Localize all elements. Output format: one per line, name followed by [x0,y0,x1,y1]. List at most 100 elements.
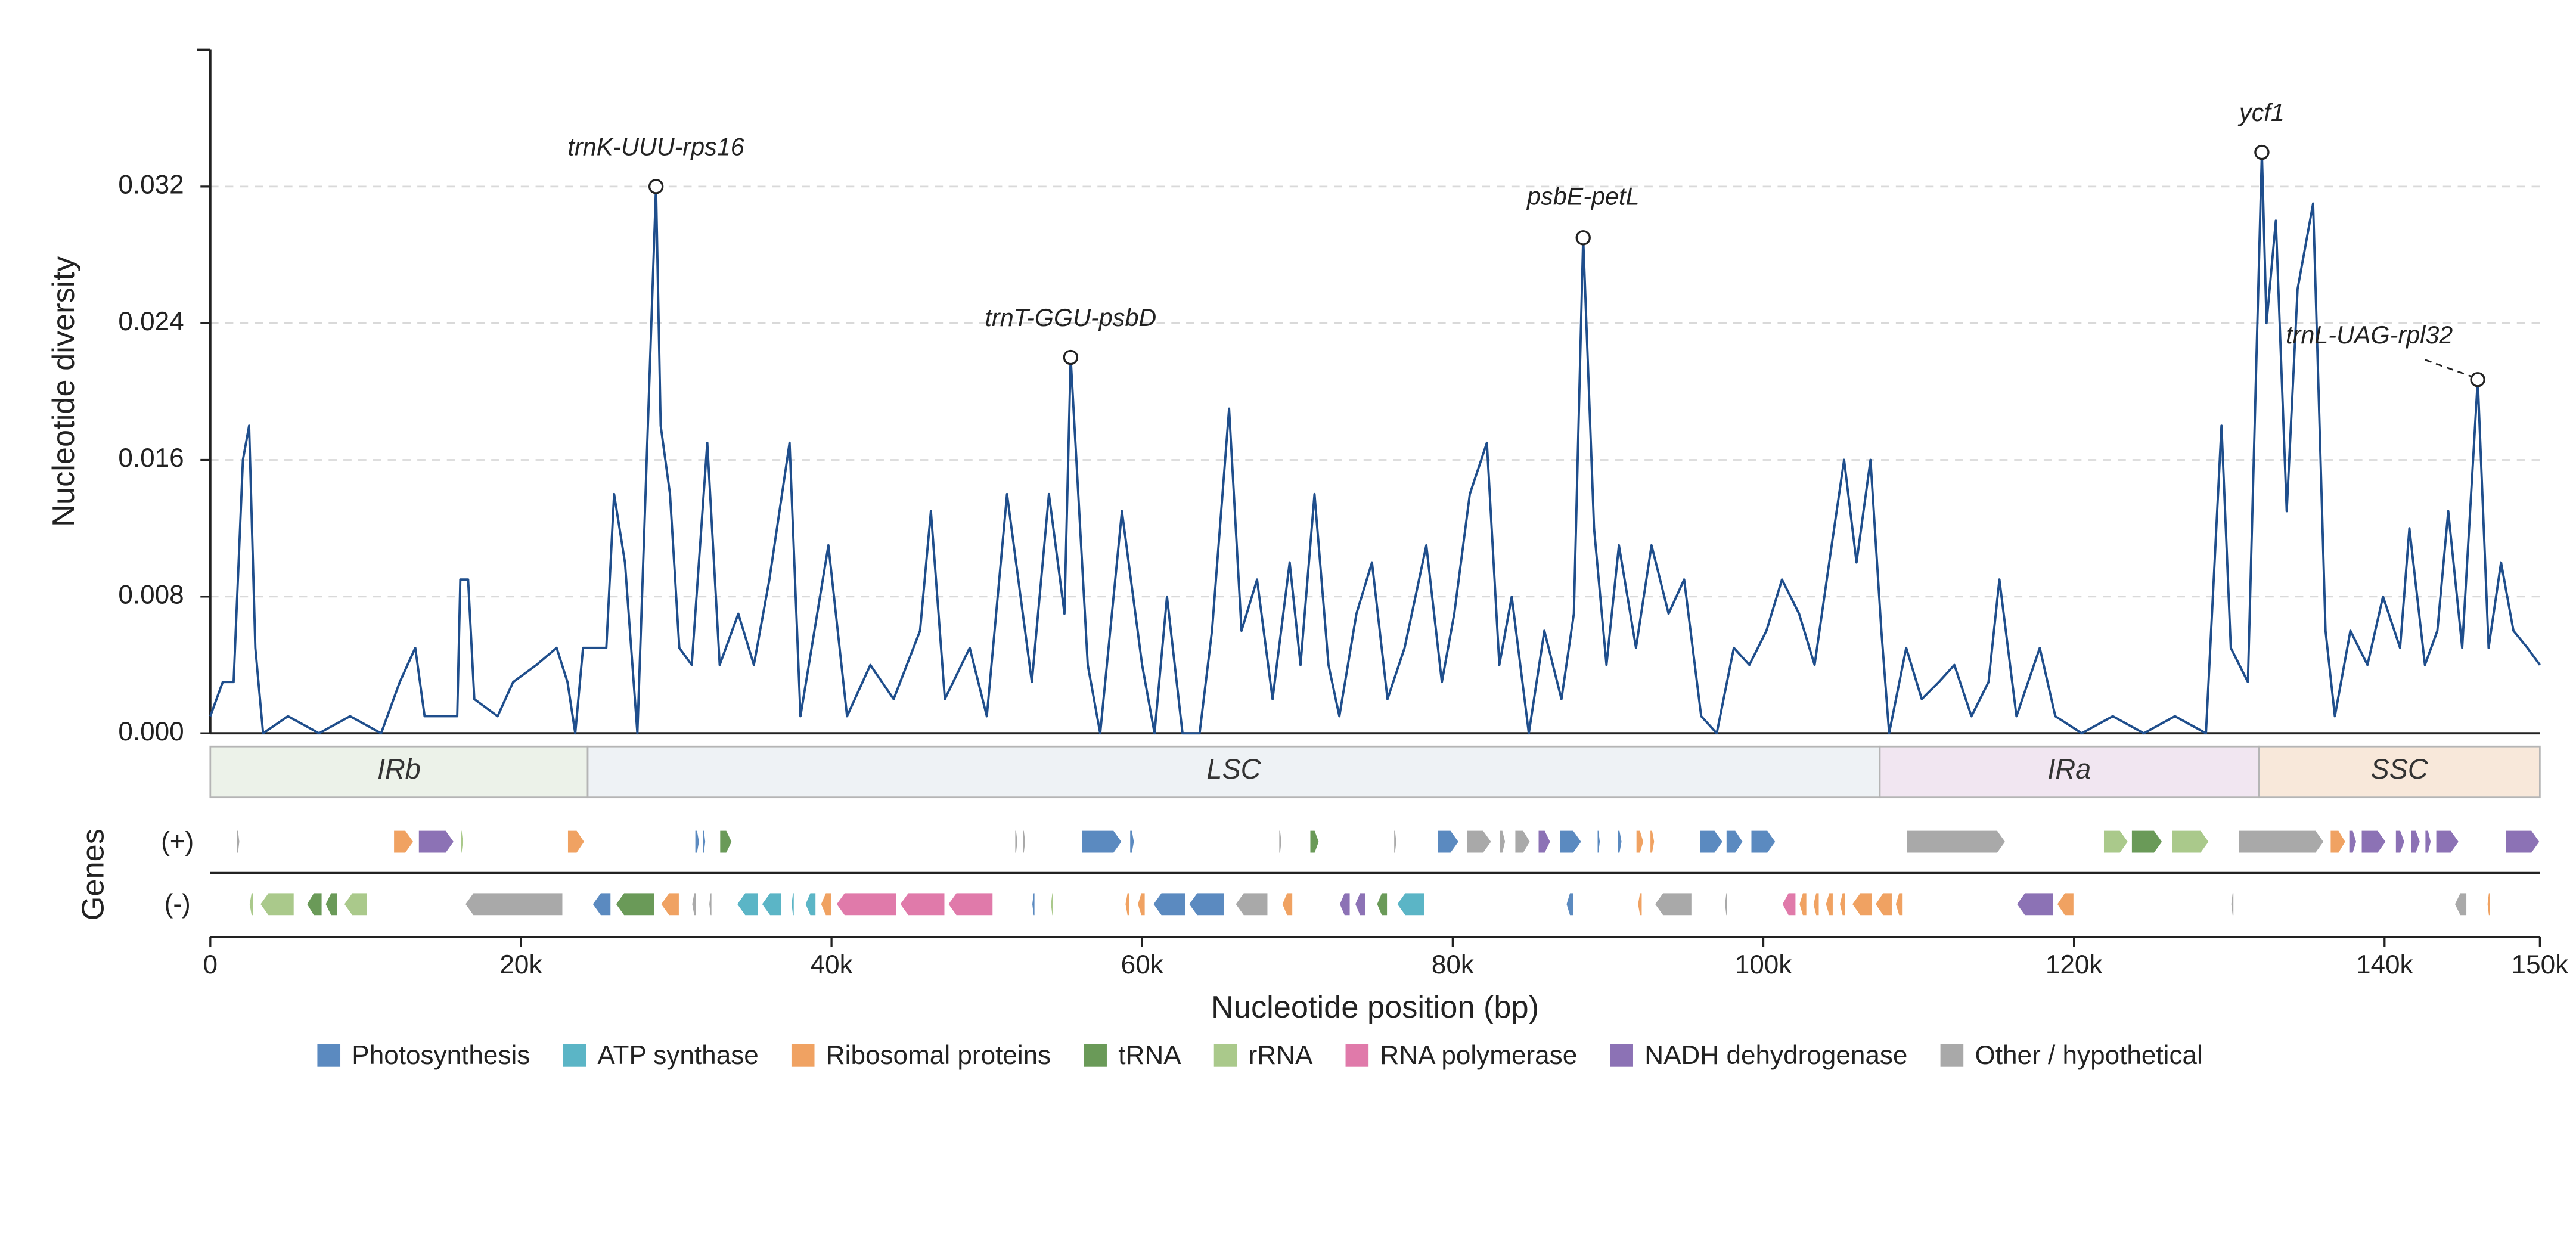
gene-arrow [1699,829,1724,854]
gene-arrow [2238,829,2325,854]
legend-label: Other / hypothetical [1975,1041,2202,1070]
gene-arrow [1031,892,1036,916]
gene-arrow [2230,892,2234,916]
gene-arrow [1654,892,1693,916]
x-tick-label: 150k [2512,950,2569,979]
legend-swatch [1940,1044,1964,1067]
gene-arrow [1152,892,1187,916]
x-tick-label: 100k [1735,950,1793,979]
gene-arrow [249,892,255,916]
region-block [2258,745,2541,799]
gene-arrow [820,892,832,916]
gene-arrow [1537,829,1551,854]
diversity-line [209,151,2541,735]
gene-arrow [614,892,655,916]
legend-label: ATP synthase [597,1041,758,1070]
gene-arrow [660,892,680,916]
annotation-label: trnK-UUU-rps16 [568,133,744,160]
gene-arrow [1278,829,1283,854]
legend-label: rRNA [1249,1041,1313,1070]
gene-arrow [694,829,700,854]
gene-arrow [1725,829,1744,854]
gene-arrow [2424,829,2432,854]
x-tick-label: 40k [811,950,854,979]
gene-arrow [804,892,817,916]
gene-arrow [567,829,585,854]
gene-arrow [460,829,464,854]
gene-arrow [1022,829,1026,854]
peak-marker [2470,372,2485,387]
y-tick-label: 0.024 [118,307,184,336]
legend-swatch [317,1044,341,1067]
gene-arrow [1129,829,1135,854]
gene-arrow [2454,892,2468,916]
gene-arrow [1874,892,1893,916]
annotation-label: trnT-GGU-psbD [985,304,1156,331]
gene-arrow [343,892,368,916]
gene-arrow [1616,829,1623,854]
legend-swatch [1610,1044,1633,1067]
gene-arrow [2056,892,2075,916]
x-tick-label: 120k [2046,950,2103,979]
gene-arrow [1436,829,1460,854]
gene-arrow [591,892,612,916]
gene-arrow [1851,892,1873,916]
gene-arrow [1309,829,1320,854]
peak-marker [2254,144,2270,160]
region-block [1879,745,2260,799]
y-tick-label: 0.008 [118,580,184,609]
gene-arrow [2348,829,2357,854]
gene-arrow [1281,892,1293,916]
gene-arrow [2486,892,2491,916]
plus-strand-label: (+) [161,827,194,856]
gene-arrow [1824,892,1834,916]
gene-arrow [1635,829,1644,854]
legend-label: tRNA [1118,1041,1181,1070]
gene-arrow [1565,892,1575,916]
y-tick-label: 0.032 [118,170,184,199]
gene-arrow [2131,829,2164,854]
legend-label: RNA polymerase [1380,1041,1577,1070]
gene-arrow [1750,829,1777,854]
region-name: IRb [377,753,421,784]
gene-arrow [2410,829,2421,854]
gene-arrow [1234,892,1269,916]
gene-arrow [2505,829,2541,854]
gene-arrow [1839,892,1846,916]
gene-arrow [702,829,706,854]
minus-strand-label: (-) [165,889,191,919]
annotation-label: psbE-petL [1526,183,1639,210]
x-tick-label: 80k [1432,950,1475,979]
x-tick-label: 0 [203,950,218,979]
gene-arrow [2103,829,2129,854]
gene-arrow [1498,829,1506,854]
legend-swatch [1213,1044,1237,1067]
gene-arrow [393,829,415,854]
gene-arrow [2171,829,2210,854]
annotation-label: trnL-UAG-rpl32 [2286,321,2453,349]
legend-swatch [563,1044,586,1067]
gene-arrow [1781,892,1797,916]
gene-arrow [1188,892,1225,916]
legend-swatch [791,1044,815,1067]
gene-arrow [1559,829,1582,854]
gene-arrow [236,829,241,854]
x-tick-label: 60k [1121,950,1164,979]
y-tick-label: 0.000 [118,717,184,746]
legend-swatch [1345,1044,1369,1067]
gene-arrow [1354,892,1367,916]
gene-arrow [2329,829,2347,854]
gene-arrow [691,892,697,916]
gene-arrow [835,892,898,916]
gene-arrow [1724,892,1728,916]
gene-arrow [1339,892,1351,916]
gene-arrow [2016,892,2054,916]
gene-arrow [2395,829,2406,854]
gene-arrow [736,892,759,916]
peak-marker [648,179,664,194]
annotation-label: ycf1 [2237,99,2285,126]
peak-marker [1063,349,1079,365]
gene-arrow [1081,829,1123,854]
gene-arrow [1393,829,1398,854]
